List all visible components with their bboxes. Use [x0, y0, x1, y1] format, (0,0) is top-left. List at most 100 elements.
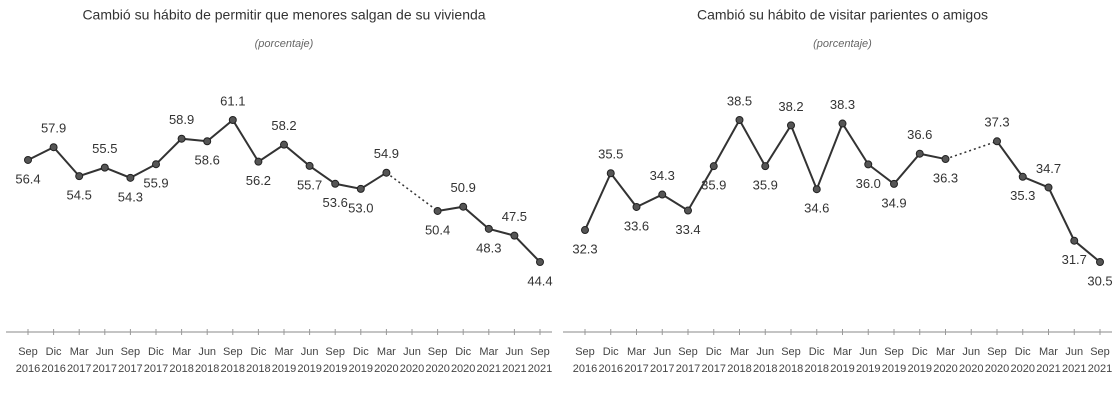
data-label: 35.9 — [701, 178, 726, 193]
data-point — [993, 137, 1001, 146]
data-label: 35.3 — [1010, 188, 1035, 203]
data-label: 58.2 — [271, 118, 296, 133]
data-label: 30.5 — [1087, 273, 1112, 288]
data-label: 58.9 — [169, 112, 194, 127]
data-point — [356, 184, 365, 193]
data-label: 57.9 — [41, 121, 66, 136]
data-label: 44.4 — [527, 273, 552, 288]
data-label: 37.3 — [984, 115, 1009, 130]
data-label: 48.3 — [476, 240, 501, 255]
data-point — [890, 179, 898, 188]
chart-subtitle: (porcentaje) — [255, 38, 314, 50]
x-tick-label: Sep 2019 — [881, 346, 907, 375]
data-point — [941, 155, 950, 164]
data-point — [382, 168, 391, 177]
data-label: 56.4 — [15, 171, 40, 186]
data-point — [510, 231, 519, 240]
gap-bridge — [945, 140, 998, 160]
x-tick-label: Jun 2020 — [959, 346, 984, 375]
x-tick-label: Sep 2021 — [1087, 346, 1113, 375]
data-point — [177, 134, 186, 143]
data-point — [1096, 258, 1104, 266]
data-point — [632, 202, 641, 211]
data-point — [864, 160, 873, 169]
x-tick-label: Mar 2018 — [169, 346, 194, 375]
data-label: 55.5 — [92, 141, 117, 156]
x-tick-label: Dic 2016 — [598, 346, 623, 375]
data-label: 38.3 — [830, 97, 855, 112]
data-label: 34.7 — [1036, 161, 1061, 176]
data-point — [331, 179, 340, 188]
x-tick-label: Jun 2018 — [753, 346, 778, 375]
data-label: 50.4 — [425, 222, 450, 237]
data-point — [761, 162, 770, 171]
data-point — [484, 224, 493, 233]
data-point — [658, 190, 667, 199]
x-tick-label: Sep 2020 — [984, 346, 1010, 375]
data-point — [305, 161, 314, 170]
data-point — [1070, 236, 1079, 245]
x-tick-label: Dic 2016 — [41, 346, 66, 375]
x-tick-label: Sep 2016 — [572, 346, 598, 375]
x-tick-label: Mar 2021 — [1036, 346, 1061, 375]
data-point — [812, 185, 821, 194]
chart-subtitle: (porcentaje) — [813, 38, 872, 50]
x-tick-label: Dic 2017 — [143, 346, 169, 375]
x-tick-label: Jun 2021 — [1062, 346, 1087, 375]
data-label: 56.2 — [246, 173, 271, 188]
data-label: 38.5 — [727, 93, 752, 108]
data-label: 35.9 — [753, 178, 778, 193]
data-point — [1018, 172, 1027, 181]
data-label: 54.5 — [67, 188, 92, 203]
data-label: 55.9 — [143, 176, 168, 191]
data-label: 50.9 — [451, 180, 476, 195]
data-label: 55.7 — [297, 177, 322, 192]
data-point — [709, 162, 718, 171]
data-point — [75, 172, 84, 181]
data-label: 54.9 — [374, 146, 399, 161]
x-tick-label: Sep 2018 — [778, 346, 804, 375]
data-label: 38.2 — [778, 99, 803, 114]
data-point — [280, 140, 288, 149]
chart-title: Cambió su hábito de permitir que menores… — [82, 7, 485, 23]
data-label: 32.3 — [572, 241, 597, 256]
data-line — [584, 117, 946, 231]
x-tick-label: Dic 2017 — [701, 346, 726, 375]
x-tick-label: Dic 2019 — [348, 346, 374, 375]
x-tick-label: Jun 2017 — [92, 346, 118, 375]
x-tick-label: Sep 2020 — [425, 346, 450, 375]
x-tick-label: Jun 2021 — [502, 346, 527, 375]
x-tick-label: Jun 2020 — [399, 346, 425, 375]
data-point — [228, 116, 237, 124]
x-tick-label: Sep 2019 — [322, 346, 348, 375]
data-point — [735, 116, 744, 124]
x-tick-label: Sep 2021 — [527, 346, 553, 375]
data-point — [126, 173, 135, 182]
data-label: 53.6 — [323, 195, 348, 210]
x-tick-label: Mar 2020 — [933, 346, 958, 375]
x-tick-label: Dic 2020 — [450, 346, 476, 375]
data-point — [787, 121, 795, 130]
chart-title: Cambió su hábito de visitar parientes o … — [697, 7, 988, 23]
x-tick-label: Mar 2019 — [830, 346, 855, 375]
data-point — [1044, 183, 1053, 192]
data-label: 53.0 — [348, 200, 373, 215]
data-point — [536, 258, 544, 266]
data-label: 47.5 — [502, 209, 527, 224]
data-point — [459, 202, 468, 211]
data-point — [254, 157, 263, 166]
x-tick-label: Dic 2019 — [907, 346, 932, 375]
x-tick-label: Dic 2018 — [804, 346, 829, 375]
x-tick-label: Sep 2018 — [220, 346, 246, 375]
data-label: 34.9 — [881, 195, 906, 210]
data-point — [24, 155, 32, 164]
data-point — [100, 163, 109, 172]
x-tick-label: Jun 2019 — [297, 346, 322, 375]
data-point — [152, 160, 160, 169]
x-tick-label: Mar 2017 — [66, 346, 92, 375]
data-label: 35.5 — [598, 147, 623, 162]
x-tick-label: Sep 2016 — [15, 346, 41, 375]
data-label: 33.6 — [624, 218, 649, 233]
